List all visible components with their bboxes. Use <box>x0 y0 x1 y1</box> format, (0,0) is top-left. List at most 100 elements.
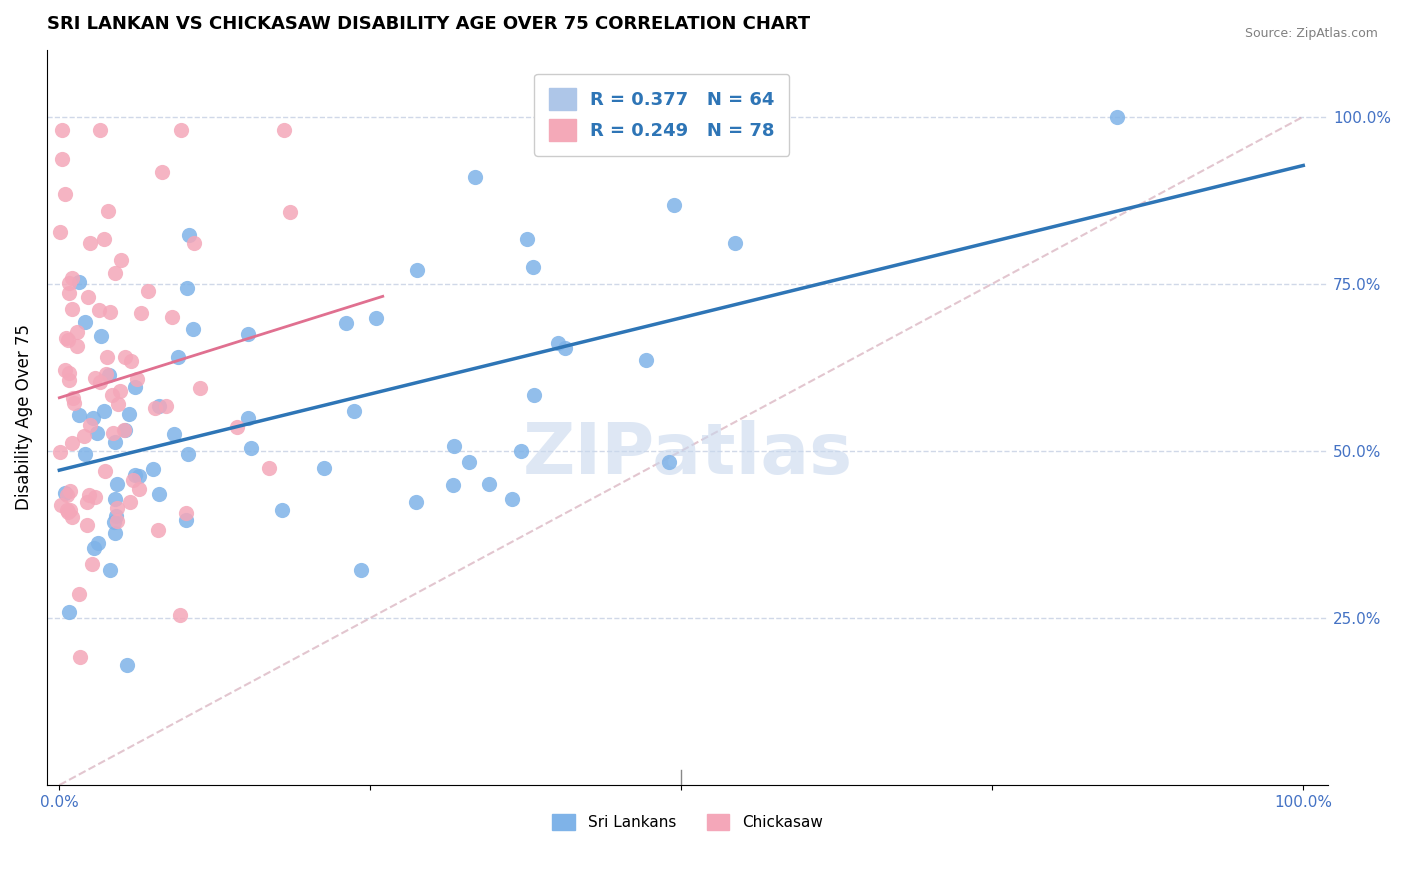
Point <box>478 477 501 491</box>
Point <box>49 498 72 512</box>
Point <box>67 587 90 601</box>
Point <box>142 462 165 476</box>
Point <box>87 535 110 549</box>
Point <box>636 353 658 368</box>
Point <box>104 492 127 507</box>
Point <box>97 368 120 382</box>
Point <box>55 331 77 345</box>
Point <box>129 305 152 319</box>
Point <box>59 502 82 516</box>
Point <box>65 339 87 353</box>
Point <box>118 407 141 421</box>
Point <box>662 198 685 212</box>
Point <box>554 341 576 355</box>
Point <box>58 276 80 290</box>
Point <box>169 607 191 622</box>
Point <box>174 506 197 520</box>
Point <box>176 446 198 460</box>
Point <box>73 447 96 461</box>
Point <box>121 473 143 487</box>
Point <box>75 314 97 328</box>
Point <box>405 494 427 508</box>
Point <box>343 404 366 418</box>
Point <box>724 236 747 251</box>
Point <box>94 367 117 381</box>
Point <box>273 123 295 137</box>
Point <box>60 509 83 524</box>
Point <box>55 486 77 500</box>
Point <box>150 164 173 178</box>
Point <box>443 439 465 453</box>
Point <box>97 204 120 219</box>
Point <box>93 464 115 478</box>
Point <box>76 290 98 304</box>
Point <box>58 605 80 619</box>
Point <box>84 371 107 385</box>
Point <box>259 461 281 475</box>
Point <box>225 419 247 434</box>
Point <box>104 435 127 450</box>
Point <box>155 399 177 413</box>
Point <box>83 490 105 504</box>
Point <box>240 441 263 455</box>
Point <box>86 426 108 441</box>
Point <box>463 170 485 185</box>
Point <box>278 205 301 219</box>
Point <box>170 123 193 137</box>
Point <box>62 391 84 405</box>
Point <box>67 276 90 290</box>
Point <box>121 354 143 368</box>
Point <box>148 399 170 413</box>
Point <box>82 410 104 425</box>
Point <box>547 336 569 351</box>
Point <box>80 558 103 572</box>
Point <box>136 284 159 298</box>
Point <box>103 515 125 529</box>
Point <box>53 186 76 201</box>
Point <box>124 380 146 394</box>
Point <box>110 252 132 267</box>
Point <box>49 444 72 458</box>
Point <box>128 468 150 483</box>
Point <box>79 417 101 432</box>
Text: ZIPatlas: ZIPatlas <box>523 420 852 489</box>
Point <box>110 384 132 399</box>
Point <box>115 657 138 672</box>
Point <box>93 404 115 418</box>
Point <box>501 491 523 506</box>
Point <box>58 366 80 380</box>
Point <box>176 281 198 295</box>
Point <box>101 425 124 440</box>
Point <box>51 152 73 166</box>
Point <box>350 562 373 576</box>
Point <box>58 373 80 387</box>
Point <box>58 333 80 347</box>
Point <box>128 482 150 496</box>
Point <box>105 476 128 491</box>
Point <box>312 460 335 475</box>
Point <box>114 351 136 365</box>
Point <box>90 329 112 343</box>
Text: Source: ZipAtlas.com: Source: ZipAtlas.com <box>1244 27 1378 40</box>
Point <box>406 262 429 277</box>
Point <box>105 515 128 529</box>
Point <box>174 513 197 527</box>
Point <box>93 232 115 246</box>
Point <box>98 562 121 576</box>
Point <box>458 455 481 469</box>
Point <box>238 411 260 425</box>
Point <box>124 467 146 482</box>
Point <box>163 426 186 441</box>
Point <box>335 316 357 330</box>
Point <box>516 232 538 246</box>
Point <box>148 487 170 501</box>
Point <box>1105 110 1128 124</box>
Point <box>89 123 111 137</box>
Point <box>179 228 201 243</box>
Point <box>77 488 100 502</box>
Point <box>104 266 127 280</box>
Point <box>236 327 259 342</box>
Point <box>59 483 82 498</box>
Point <box>143 401 166 416</box>
Point <box>105 501 128 516</box>
